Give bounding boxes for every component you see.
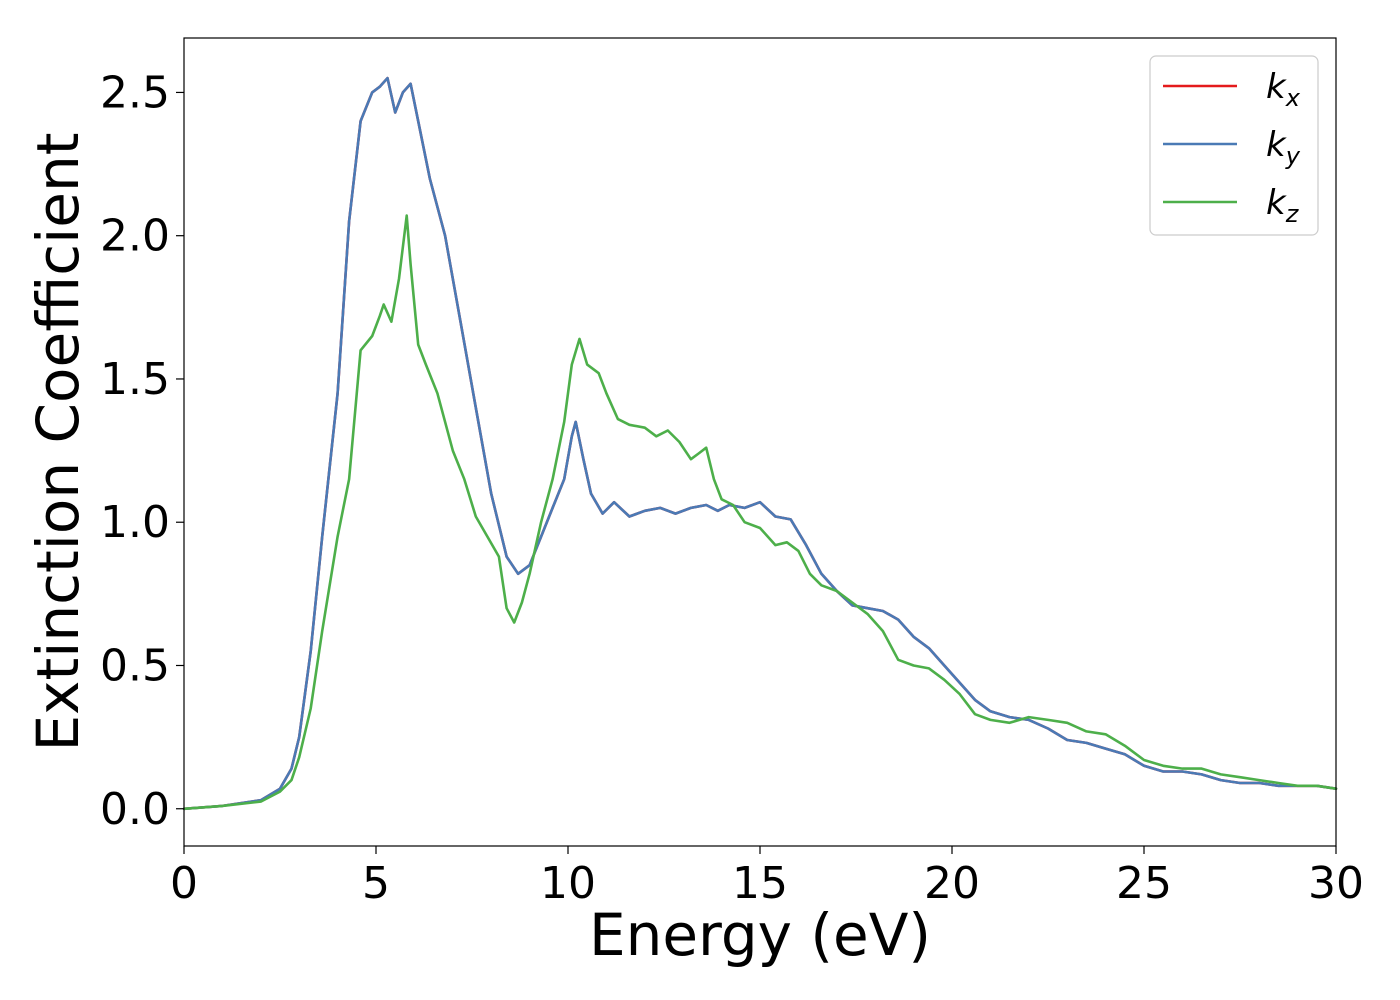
y-axis-ticks: 0.0 0.5 1.0 1.5 2.0 2.5 [100,67,184,835]
x-tick-label: 30 [1308,858,1364,909]
legend-label-x: kx [1266,67,1301,112]
x-tick-label: 0 [170,858,198,909]
y-tick-label: 2.5 [100,67,170,118]
x-tick-label: 5 [362,858,390,909]
y-tick-label: 1.5 [100,354,170,405]
series-layer [182,76,1338,811]
x-tick-label: 25 [1116,858,1172,909]
x-tick-label: 10 [540,858,596,909]
series-line-y [182,76,1338,811]
x-axis-title: Energy (eV) [589,901,931,969]
x-axis-ticks: 0 5 10 15 20 25 30 [170,846,1364,909]
legend-label-y: ky [1266,125,1301,170]
legend-box [1149,55,1319,236]
y-tick-label: 2.0 [100,211,170,262]
x-tick-label: 15 [732,858,788,909]
y-tick-label: 1.0 [100,497,170,548]
plot-background [184,38,1336,846]
legend-label-z: kz [1266,183,1300,228]
legend: kx ky kz [1149,55,1319,236]
series-line-z [182,214,1338,811]
x-tick-label: 20 [924,858,980,909]
y-tick-label: 0.0 [100,784,170,835]
y-axis-title: Extinction Coefficient [24,133,92,752]
y-tick-label: 0.5 [100,640,170,691]
